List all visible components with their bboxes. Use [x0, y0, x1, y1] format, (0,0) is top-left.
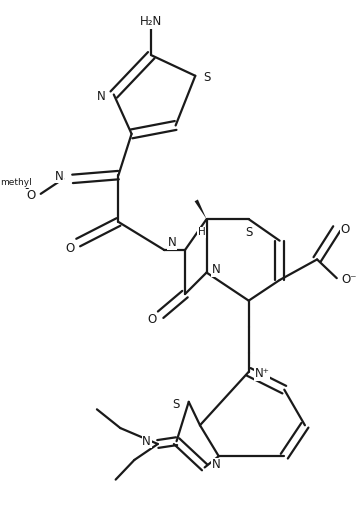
Text: N: N	[55, 169, 64, 183]
Text: N⁺: N⁺	[255, 367, 269, 380]
Polygon shape	[195, 199, 206, 219]
Text: N: N	[211, 458, 220, 471]
Text: O: O	[27, 189, 36, 202]
Text: O: O	[65, 242, 74, 255]
Text: H: H	[198, 227, 206, 237]
Text: N: N	[142, 434, 151, 448]
Text: N: N	[211, 263, 220, 276]
Text: methyl: methyl	[0, 178, 32, 187]
Text: O: O	[341, 223, 350, 236]
Text: O: O	[148, 313, 157, 326]
Text: N: N	[167, 236, 176, 249]
Text: H₂N: H₂N	[140, 15, 162, 28]
Text: S: S	[245, 226, 252, 239]
Text: S: S	[172, 398, 179, 411]
Text: N: N	[97, 90, 106, 103]
Text: O⁻: O⁻	[341, 273, 356, 285]
Text: S: S	[203, 71, 210, 84]
